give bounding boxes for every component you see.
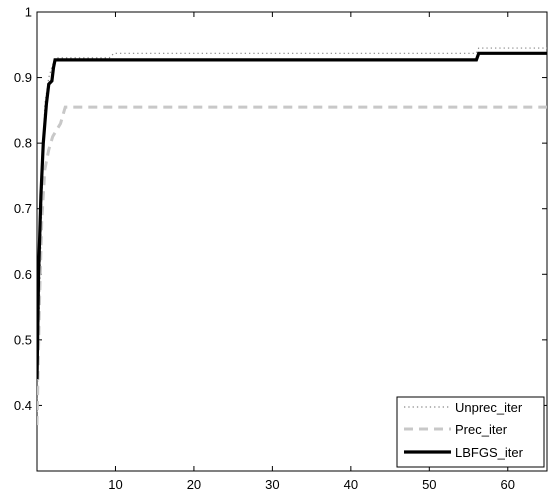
y-tick-label: 0.4 xyxy=(14,398,32,413)
legend-label-lbfgs-iter: LBFGS_iter xyxy=(455,445,524,460)
legend: Unprec_iter Prec_iter LBFGS_iter xyxy=(396,396,545,468)
y-tick-label: 1 xyxy=(25,5,32,20)
axis-ticks: 10 20 30 40 50 60 0.4 0.5 0.6 0.7 0.8 0.9 1 xyxy=(14,5,547,492)
y-tick-label: 0.6 xyxy=(14,267,32,282)
x-tick-label: 50 xyxy=(422,477,436,492)
legend-label-prec-iter: Prec_iter xyxy=(455,422,508,437)
y-tick-label: 0.7 xyxy=(14,201,32,216)
x-tick-label: 20 xyxy=(187,477,201,492)
x-tick-label: 10 xyxy=(108,477,122,492)
series-line-lbfgs-iter xyxy=(37,51,547,380)
legend-label-unprec-iter: Unprec_iter xyxy=(455,400,523,415)
y-tick-label: 0.5 xyxy=(14,332,32,347)
x-tick-label: 30 xyxy=(265,477,279,492)
y-tick-label: 0.9 xyxy=(14,70,32,85)
x-tick-label: 40 xyxy=(344,477,358,492)
y-tick-label: 0.8 xyxy=(14,136,32,151)
x-tick-label: 60 xyxy=(501,477,515,492)
plot-area xyxy=(36,11,548,472)
legend-box xyxy=(396,396,545,468)
series-line-prec-iter xyxy=(37,105,547,426)
series-layer xyxy=(37,47,547,426)
